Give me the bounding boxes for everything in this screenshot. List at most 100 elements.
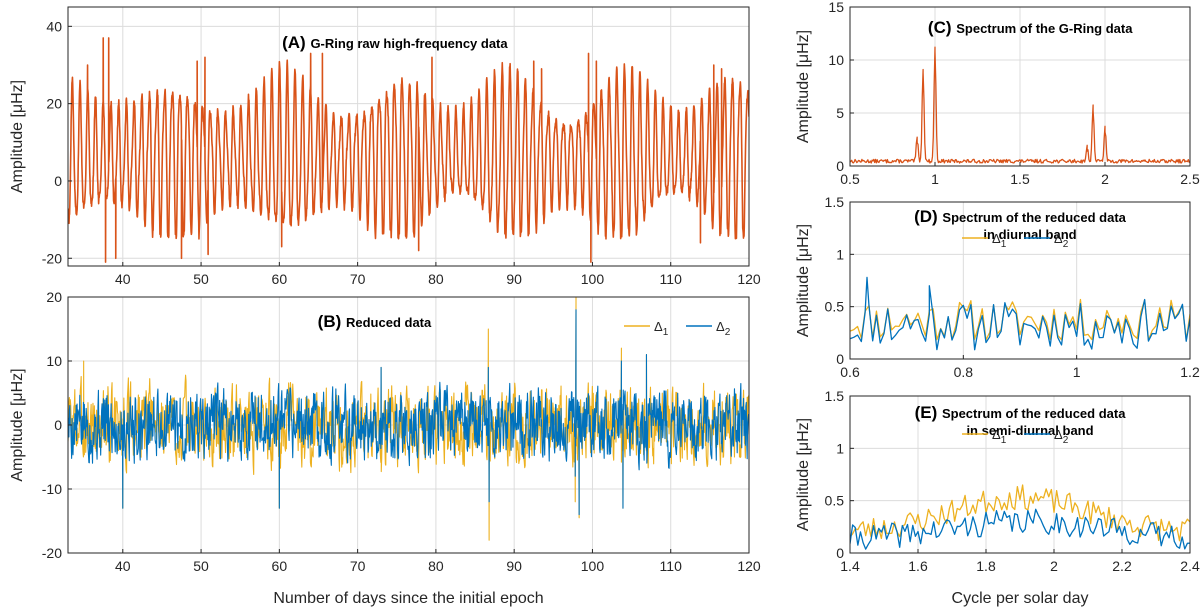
legend-symbol: Δ: [992, 231, 1001, 246]
panel-title-text: Reduced data: [346, 315, 432, 330]
panel-letter: (D): [914, 207, 942, 226]
legend-subscript: 2: [1063, 435, 1069, 446]
panel-title-line2: in semi-diurnal band: [966, 423, 1093, 438]
x-tick-label: 60: [272, 271, 288, 287]
legend-label: Δ2: [1054, 427, 1069, 446]
axis-box: [67, 6, 750, 267]
y-axis-label: Amplitude [μHz]: [795, 224, 812, 337]
axis-box: [849, 201, 1191, 360]
panel-title: (B) Reduced data: [318, 312, 432, 331]
panel-letter: (A): [282, 33, 310, 52]
x-axis-label: Number of days since the initial epoch: [273, 590, 543, 607]
y-tick-label: 20: [46, 289, 62, 305]
x-tick-label: 110: [660, 558, 683, 574]
x-tick-label: 2: [1101, 171, 1109, 187]
legend-subscript: 1: [663, 327, 669, 338]
y-axis-label: Amplitude [μHz]: [9, 80, 26, 193]
panel-A: 40 50 60 70 80 90 100 110 120 -20 0 20 40 Amplitude […: [9, 6, 761, 287]
y-tick-label: 5: [836, 105, 844, 121]
legend-symbol: Δ: [1054, 231, 1063, 246]
x-tick-label: 100: [581, 271, 605, 287]
y-tick-label: 40: [46, 18, 62, 34]
x-tick-label: 70: [350, 558, 366, 574]
panel-title-text: G-Ring raw high-frequency data: [310, 36, 508, 51]
legend-label: Δ1: [654, 319, 669, 338]
panel-letter: (C): [928, 18, 956, 37]
legend-subscript: 1: [1001, 435, 1007, 446]
y-axis-label: Amplitude [μHz]: [795, 30, 812, 143]
x-tick-label: 1.6: [908, 558, 928, 574]
series-line-Δ2: [850, 276, 1190, 351]
x-tick-label: 120: [737, 558, 761, 574]
y-tick-label: 1: [836, 440, 844, 456]
series-line-Δ1: [850, 484, 1190, 542]
x-tick-label: 70: [350, 271, 366, 287]
panel-title: (A) G-Ring raw high-frequency data: [282, 33, 508, 52]
panel-D: 0.6 0.8 1 1.2 0 0.5 1 1.5 Amplitude [μHz] (D) Spe…: [795, 194, 1200, 380]
x-tick-label: 2.5: [1180, 171, 1200, 187]
legend-label: Δ2: [716, 319, 731, 338]
panel-title-text: Spectrum of the G-Ring data: [956, 21, 1133, 36]
y-tick-label: -10: [42, 481, 62, 497]
legend-label: Δ1: [992, 231, 1007, 250]
x-tick-label: 2.4: [1180, 558, 1200, 574]
x-tick-label: 80: [428, 558, 444, 574]
legend-subscript: 2: [1063, 239, 1069, 250]
panel-title-text: Spectrum of the reduced data: [942, 210, 1126, 225]
x-tick-label: 1: [1073, 364, 1081, 380]
y-tick-label: 0.5: [825, 493, 845, 509]
x-tick-label: 0.5: [840, 171, 860, 187]
series-line-A: [68, 37, 749, 263]
x-axis-label: Cycle per solar day: [952, 590, 1089, 607]
panel-title: (E) Spectrum of the reduced data: [915, 403, 1127, 422]
y-tick-label: -20: [42, 545, 62, 561]
panel-letter: (B): [318, 312, 346, 331]
x-tick-label: 90: [506, 271, 522, 287]
y-tick-label: 1: [836, 246, 844, 262]
x-tick-label: 2: [1050, 558, 1058, 574]
x-tick-label: 1.2: [1180, 364, 1200, 380]
x-tick-label: 1: [931, 171, 939, 187]
axis-box: [849, 395, 1191, 554]
panel-title-text: Spectrum of the reduced data: [942, 406, 1126, 421]
y-tick-label: 0: [836, 351, 844, 367]
y-tick-label: 10: [828, 52, 844, 68]
x-tick-label: 1.5: [1010, 171, 1030, 187]
x-tick-label: 1.8: [976, 558, 996, 574]
x-tick-label: 110: [660, 271, 683, 287]
x-tick-label: 0.8: [954, 364, 974, 380]
x-tick-label: 2.2: [1112, 558, 1132, 574]
x-tick-label: 1.4: [840, 558, 860, 574]
y-axis-label: Amplitude [μHz]: [9, 368, 26, 481]
series-line-C: [850, 46, 1190, 164]
panel-B: 40 50 60 70 80 90 100 110 120 -20 -10 0 10 20 Amplitud…: [9, 289, 761, 607]
x-tick-label: 0.6: [840, 364, 860, 380]
panel-title: (C) Spectrum of the G-Ring data: [928, 18, 1133, 37]
y-tick-label: 0: [54, 173, 62, 189]
legend-label: Δ2: [1054, 231, 1069, 250]
x-tick-label: 50: [193, 558, 209, 574]
legend-symbol: Δ: [716, 319, 725, 334]
x-tick-label: 100: [581, 558, 605, 574]
y-tick-label: 0: [54, 417, 62, 433]
series-line-Δ2: [850, 508, 1190, 550]
y-tick-label: 0: [836, 545, 844, 561]
series-line-Δ2: [68, 309, 749, 516]
x-tick-label: 40: [115, 558, 131, 574]
panel-letter: (E): [915, 403, 942, 422]
x-tick-label: 120: [737, 271, 761, 287]
x-tick-label: 80: [428, 271, 444, 287]
legend-subscript: 2: [725, 327, 731, 338]
y-tick-label: 0: [836, 158, 844, 174]
y-axis-label: Amplitude [μHz]: [795, 418, 812, 531]
y-tick-label: 15: [828, 0, 844, 15]
y-tick-label: 1.5: [825, 388, 845, 404]
legend-symbol: Δ: [1054, 427, 1063, 442]
x-tick-label: 40: [115, 271, 131, 287]
y-tick-label: -20: [42, 250, 62, 266]
legend-symbol: Δ: [654, 319, 663, 334]
panel-title-line2: in diurnal band: [983, 227, 1076, 242]
panel-title: (D) Spectrum of the reduced data: [914, 207, 1127, 226]
y-tick-label: 20: [46, 96, 62, 112]
